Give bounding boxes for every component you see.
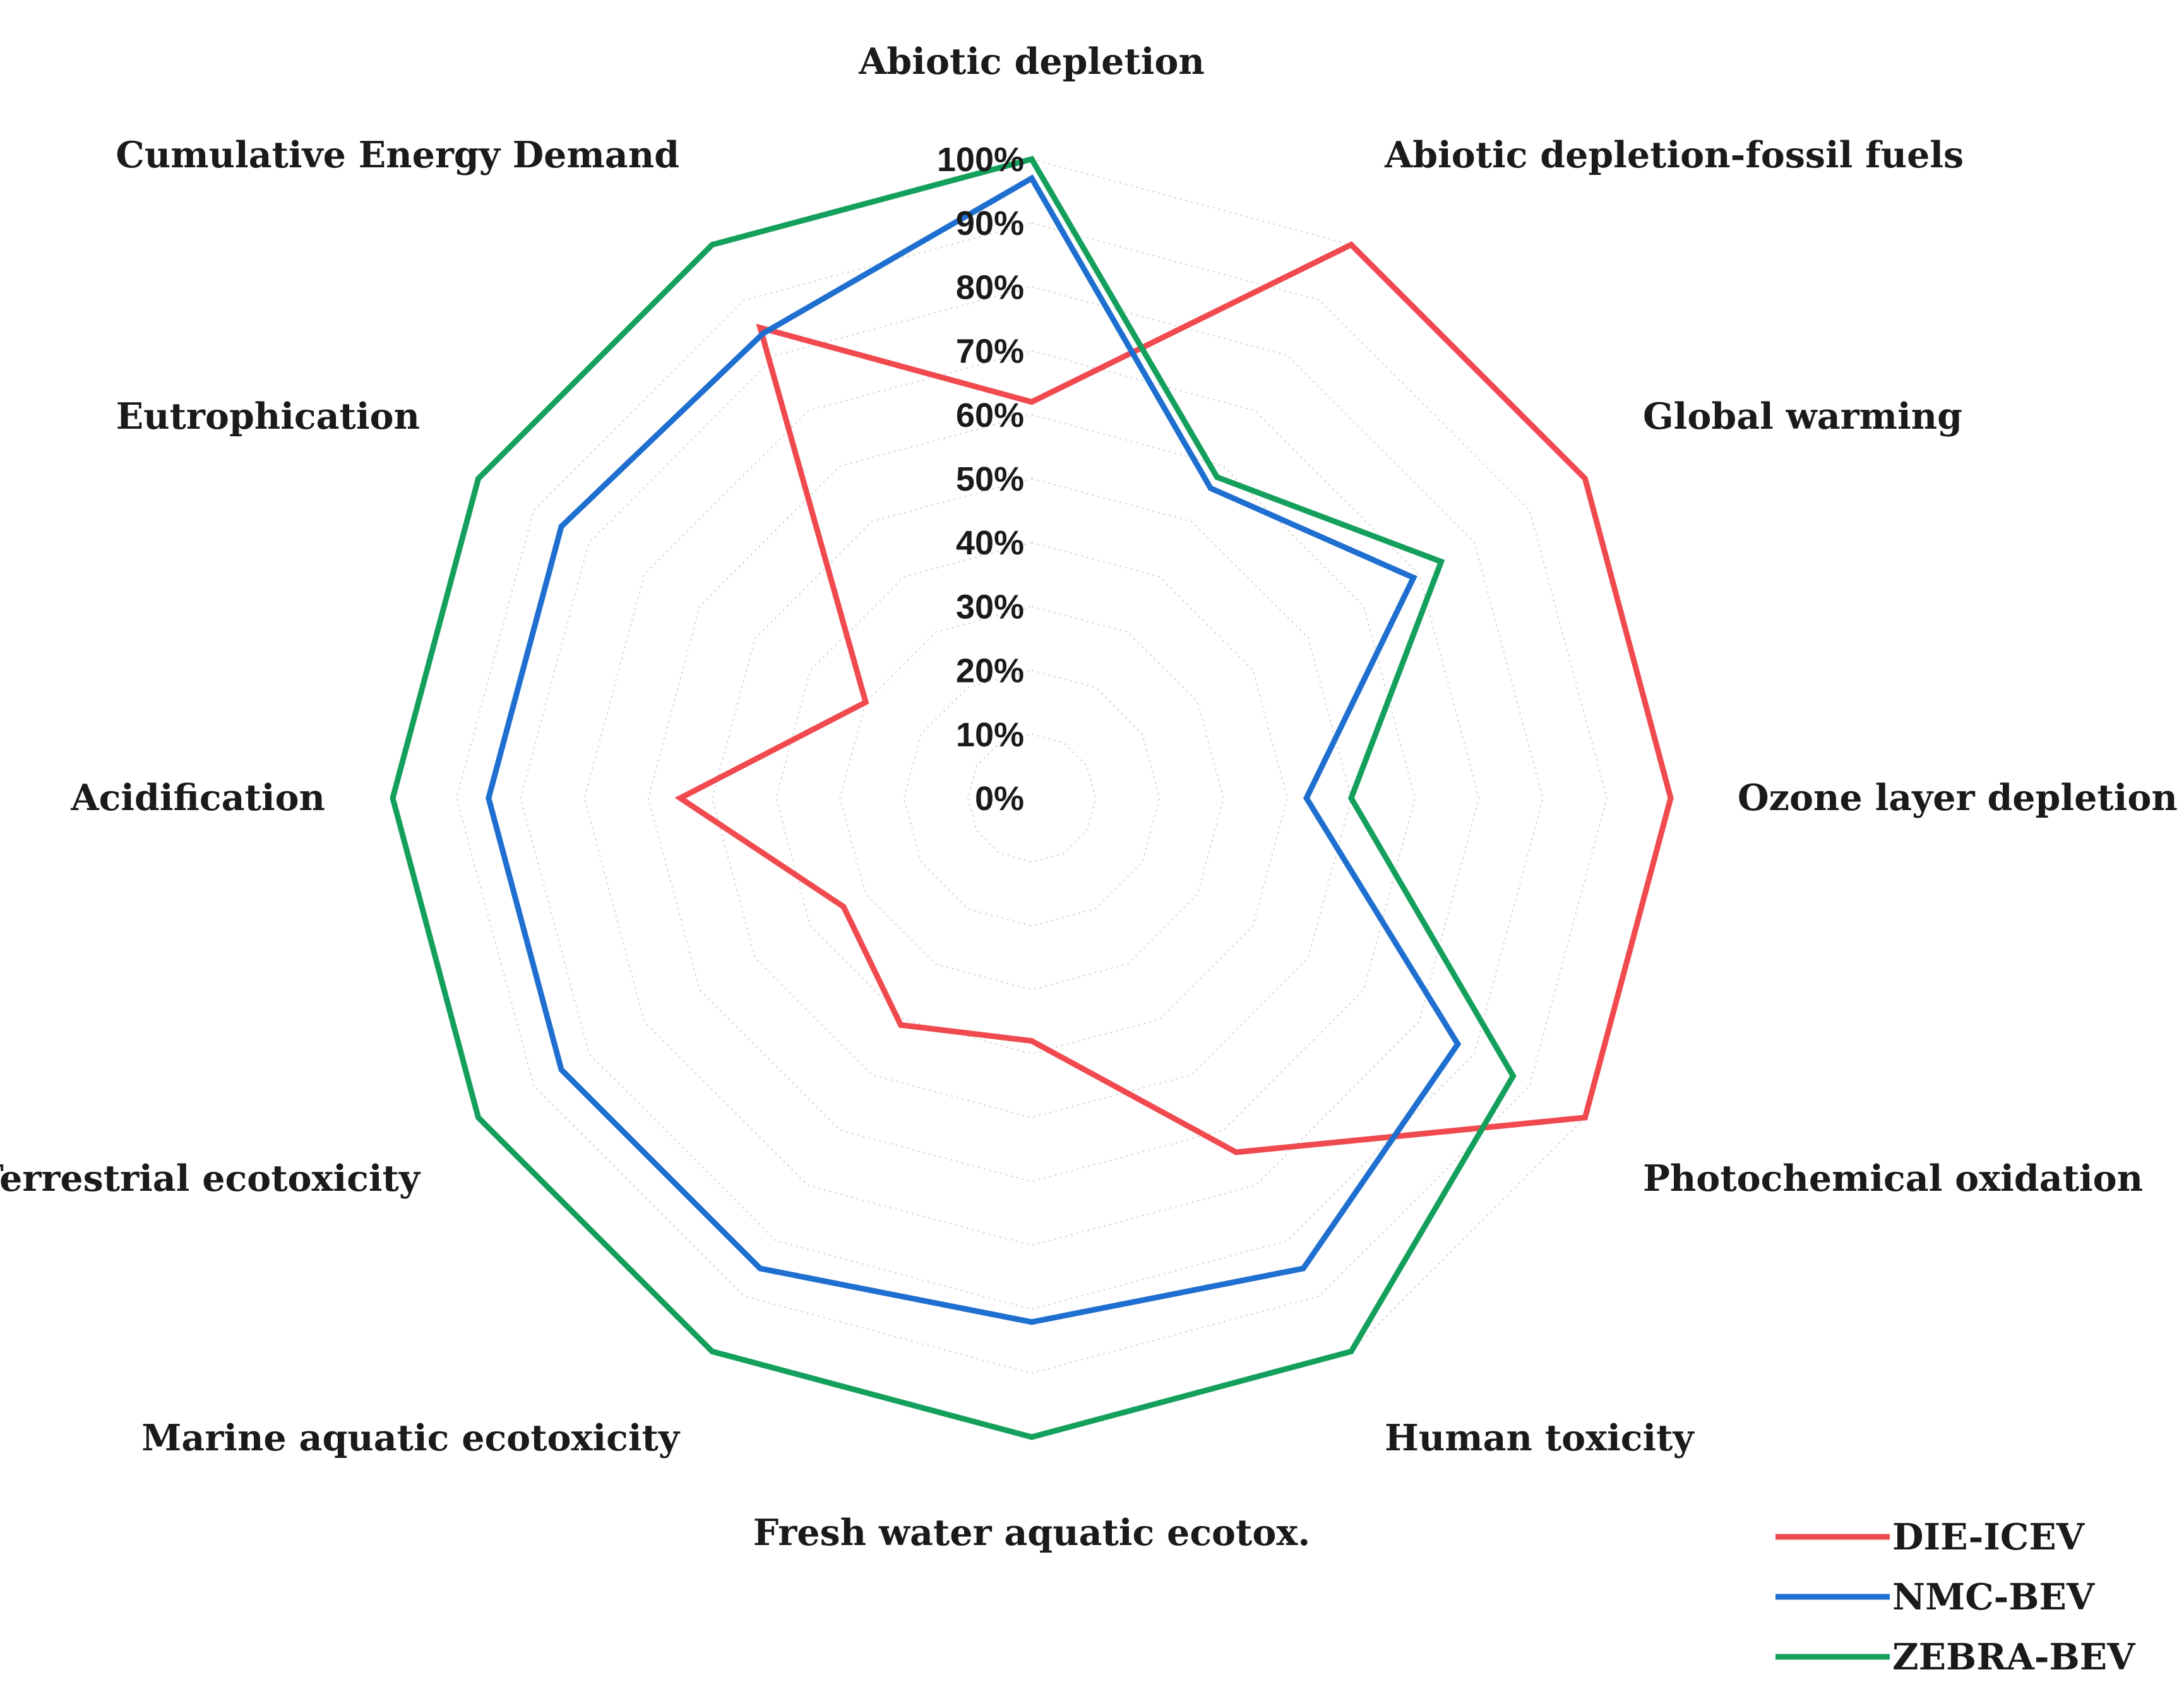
data-point-zebra-bev-5	[1348, 1348, 1354, 1354]
legend: DIE-ICEV NMC-BEV ZEBRA-BEV	[1775, 1516, 2136, 1678]
data-point-die-icev-3	[1668, 795, 1674, 801]
axis-label-9: Acidification	[70, 777, 325, 819]
data-point-die-icev-4	[1582, 1114, 1588, 1121]
data-point-nmc-bev-8	[558, 1066, 564, 1073]
data-point-die-icev-8	[840, 904, 847, 910]
data-point-nmc-bev-2	[1411, 575, 1417, 581]
axis-label-11: Cumulative Energy Demand	[116, 134, 679, 176]
grid-ring-90	[456, 222, 1608, 1374]
data-point-zebra-bev-6	[1029, 1434, 1035, 1440]
tick-label-7: 70%	[956, 333, 1024, 371]
grid-ring-10	[967, 733, 1097, 863]
tick-label-9: 90%	[956, 205, 1024, 242]
data-point-nmc-bev-4	[1455, 1041, 1461, 1047]
axis-label-8: Terrestrial ecotoxicity	[0, 1157, 421, 1200]
grid-ring-40	[775, 542, 1288, 1054]
tick-label-layer: 0% 10% 20% 30% 40% 50% 60% 70% 80% 90% 100%	[937, 141, 1024, 818]
data-point-zebra-bev-8	[475, 1114, 482, 1121]
data-point-zebra-bev-1	[1214, 474, 1220, 480]
grid-ring-50	[711, 477, 1352, 1119]
data-point-die-icev-7	[898, 1022, 904, 1028]
tick-label-10: 100%	[937, 141, 1024, 179]
tick-label-8: 80%	[956, 268, 1024, 306]
data-point-die-icev-9	[677, 795, 683, 801]
data-point-nmc-bev-5	[1300, 1265, 1306, 1272]
data-point-zebra-bev-9	[390, 795, 396, 801]
data-point-nmc-bev-1	[1207, 485, 1214, 491]
axis-label-10: Eutrophication	[116, 395, 420, 438]
data-point-nmc-bev-9	[486, 795, 492, 801]
data-point-nmc-bev-10	[558, 523, 564, 530]
tick-label-5: 50%	[956, 460, 1024, 498]
axis-label-layer: Abiotic depletion Abiotic depletion-fossi…	[0, 40, 2178, 1554]
tick-label-1: 10%	[956, 716, 1024, 754]
tick-label-6: 60%	[956, 397, 1024, 434]
grid-ring-60	[647, 414, 1416, 1183]
axis-label-3: Ozone layer depletion	[1738, 777, 2178, 819]
data-point-zebra-bev-0	[1029, 156, 1035, 162]
data-point-zebra-bev-4	[1510, 1073, 1516, 1079]
tick-label-3: 30%	[956, 588, 1024, 626]
tick-label-2: 20%	[956, 652, 1024, 690]
data-point-nmc-bev-6	[1029, 1319, 1035, 1325]
axis-label-6: Fresh water aquatic ecotox.	[753, 1512, 1310, 1554]
tick-label-4: 40%	[956, 524, 1024, 562]
data-point-zebra-bev-10	[475, 475, 482, 482]
data-point-nmc-bev-3	[1303, 795, 1310, 801]
legend-label-nmc-bev: NMC-BEV	[1892, 1576, 2096, 1618]
data-point-die-icev-2	[1582, 475, 1588, 482]
series-layer	[390, 155, 1674, 1440]
grid-layer	[391, 158, 1672, 1438]
data-point-nmc-bev-0	[1029, 175, 1035, 181]
tick-label-0: 0%	[975, 780, 1024, 818]
grid-ring-70	[583, 350, 1480, 1246]
data-point-zebra-bev-11	[709, 242, 715, 248]
data-point-die-icev-6	[1029, 1038, 1035, 1044]
data-point-zebra-bev-7	[709, 1348, 715, 1354]
legend-label-zebra-bev: ZEBRA-BEV	[1892, 1636, 2136, 1678]
axis-label-7: Marine aquatic ecotoxicity	[141, 1417, 681, 1459]
axis-label-2: Global warming	[1643, 395, 1962, 438]
series-line-die-icev	[674, 241, 1674, 1155]
grid-ring-30	[839, 606, 1224, 991]
data-point-zebra-bev-2	[1438, 559, 1445, 565]
data-point-die-icev-11	[757, 325, 763, 331]
axis-label-5: Human toxicity	[1385, 1417, 1695, 1459]
data-point-nmc-bev-11	[760, 330, 767, 337]
legend-label-die-icev: DIE-ICEV	[1892, 1516, 2086, 1558]
data-point-zebra-bev-3	[1348, 795, 1354, 801]
data-point-die-icev-0	[1029, 399, 1035, 405]
grid-ring-20	[903, 669, 1161, 927]
data-point-die-icev-5	[1233, 1149, 1239, 1155]
data-point-nmc-bev-7	[757, 1265, 763, 1272]
grid-ring-80	[520, 286, 1544, 1310]
axis-label-4: Photochemical oxidation	[1643, 1157, 2143, 1200]
series-line-zebra-bev	[390, 155, 1517, 1440]
axis-label-0: Abiotic depletion	[858, 40, 1205, 83]
data-point-die-icev-10	[862, 699, 869, 705]
axis-label-1: Abiotic depletion-fossil fuels	[1384, 134, 1964, 176]
data-point-die-icev-1	[1348, 242, 1354, 248]
